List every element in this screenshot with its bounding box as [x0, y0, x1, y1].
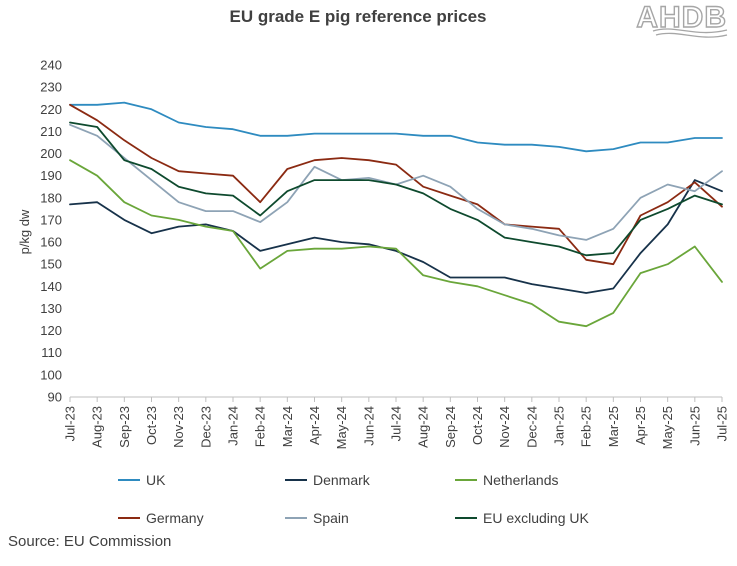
legend-label-germany: Germany — [146, 510, 204, 526]
ahdb-logo: AHDB — [636, 0, 728, 38]
y-tick-label: 120 — [40, 323, 62, 338]
x-tick-label: Jun-24 — [361, 406, 376, 446]
y-tick-label: 90 — [48, 390, 62, 405]
x-tick-label: Jan-24 — [226, 406, 241, 446]
x-tick-label: Dec-24 — [524, 406, 539, 448]
series-line-germany — [69, 103, 723, 266]
logo-text: AHDB — [636, 1, 727, 34]
y-tick-label: 190 — [40, 168, 62, 183]
x-tick-label: Sep-23 — [117, 406, 132, 448]
series-line-denmark — [69, 179, 723, 294]
x-tick-label: Aug-23 — [90, 406, 105, 448]
x-tick-label: Jul-24 — [389, 406, 404, 441]
x-tick-label: Jul-23 — [63, 406, 78, 441]
legend-label-eu-excluding-uk: EU excluding UK — [483, 510, 589, 526]
chart-title: EU grade E pig reference prices — [230, 7, 487, 26]
y-tick-label: 220 — [40, 102, 62, 117]
legend: UK Denmark Netherlands Germany Spain EU exclu… — [118, 472, 589, 526]
y-tick-label: 100 — [40, 367, 62, 382]
x-tick-label: Jul-25 — [715, 406, 730, 441]
y-tick-label: 160 — [40, 235, 62, 250]
x-tick-label: Nov-24 — [497, 406, 512, 448]
x-tick-label: Mar-25 — [606, 406, 621, 447]
source-note: Source: EU Commission — [8, 533, 171, 550]
x-tick-label: Aug-24 — [416, 406, 431, 448]
series-line-spain — [69, 123, 723, 241]
legend-label-denmark: Denmark — [313, 472, 371, 488]
x-tick-label: Oct-23 — [144, 406, 159, 445]
x-tick-label: May-24 — [334, 406, 349, 449]
x-tick-label: Apr-24 — [307, 406, 322, 445]
legend-label-netherlands: Netherlands — [483, 472, 559, 488]
series-line-uk — [69, 101, 723, 153]
y-tick-label: 210 — [40, 124, 62, 139]
x-axis-ticks: Jul-23 Aug-23 Sep-23 Oct-23 Nov-23 Dec-23 Jan-… — [63, 397, 730, 449]
series-lines — [69, 101, 723, 328]
y-tick-label: 110 — [41, 345, 62, 360]
legend-label-uk: UK — [146, 472, 166, 488]
x-tick-label: Nov-23 — [171, 406, 186, 448]
x-tick-label: Dec-23 — [198, 406, 213, 448]
y-tick-label: 140 — [40, 279, 62, 294]
x-tick-label: Oct-24 — [470, 406, 485, 445]
series-line-netherlands — [69, 159, 723, 328]
x-tick-label: Apr-25 — [633, 406, 648, 445]
y-axis-ticks: 90 100 110 120 130 140 150 160 170 180 190 200 210 22… — [40, 58, 62, 405]
legend-label-spain: Spain — [313, 510, 349, 526]
y-tick-label: 230 — [40, 80, 62, 95]
x-tick-label: May-25 — [660, 406, 675, 449]
x-tick-label: Mar-24 — [280, 406, 295, 447]
x-tick-label: Sep-24 — [443, 406, 458, 448]
y-axis-label: p/kg dw — [17, 209, 32, 254]
y-tick-label: 130 — [40, 301, 62, 316]
y-tick-label: 170 — [40, 212, 62, 227]
y-tick-label: 200 — [40, 146, 62, 161]
y-tick-label: 150 — [40, 257, 62, 272]
x-tick-label: Feb-25 — [579, 406, 594, 447]
x-tick-label: Feb-24 — [253, 406, 268, 447]
x-tick-label: Jan-25 — [552, 406, 567, 446]
x-tick-label: Jun-25 — [687, 406, 702, 446]
series-line-eu-excluding-uk — [69, 121, 723, 257]
y-tick-label: 240 — [40, 58, 62, 73]
y-tick-label: 180 — [40, 190, 62, 205]
